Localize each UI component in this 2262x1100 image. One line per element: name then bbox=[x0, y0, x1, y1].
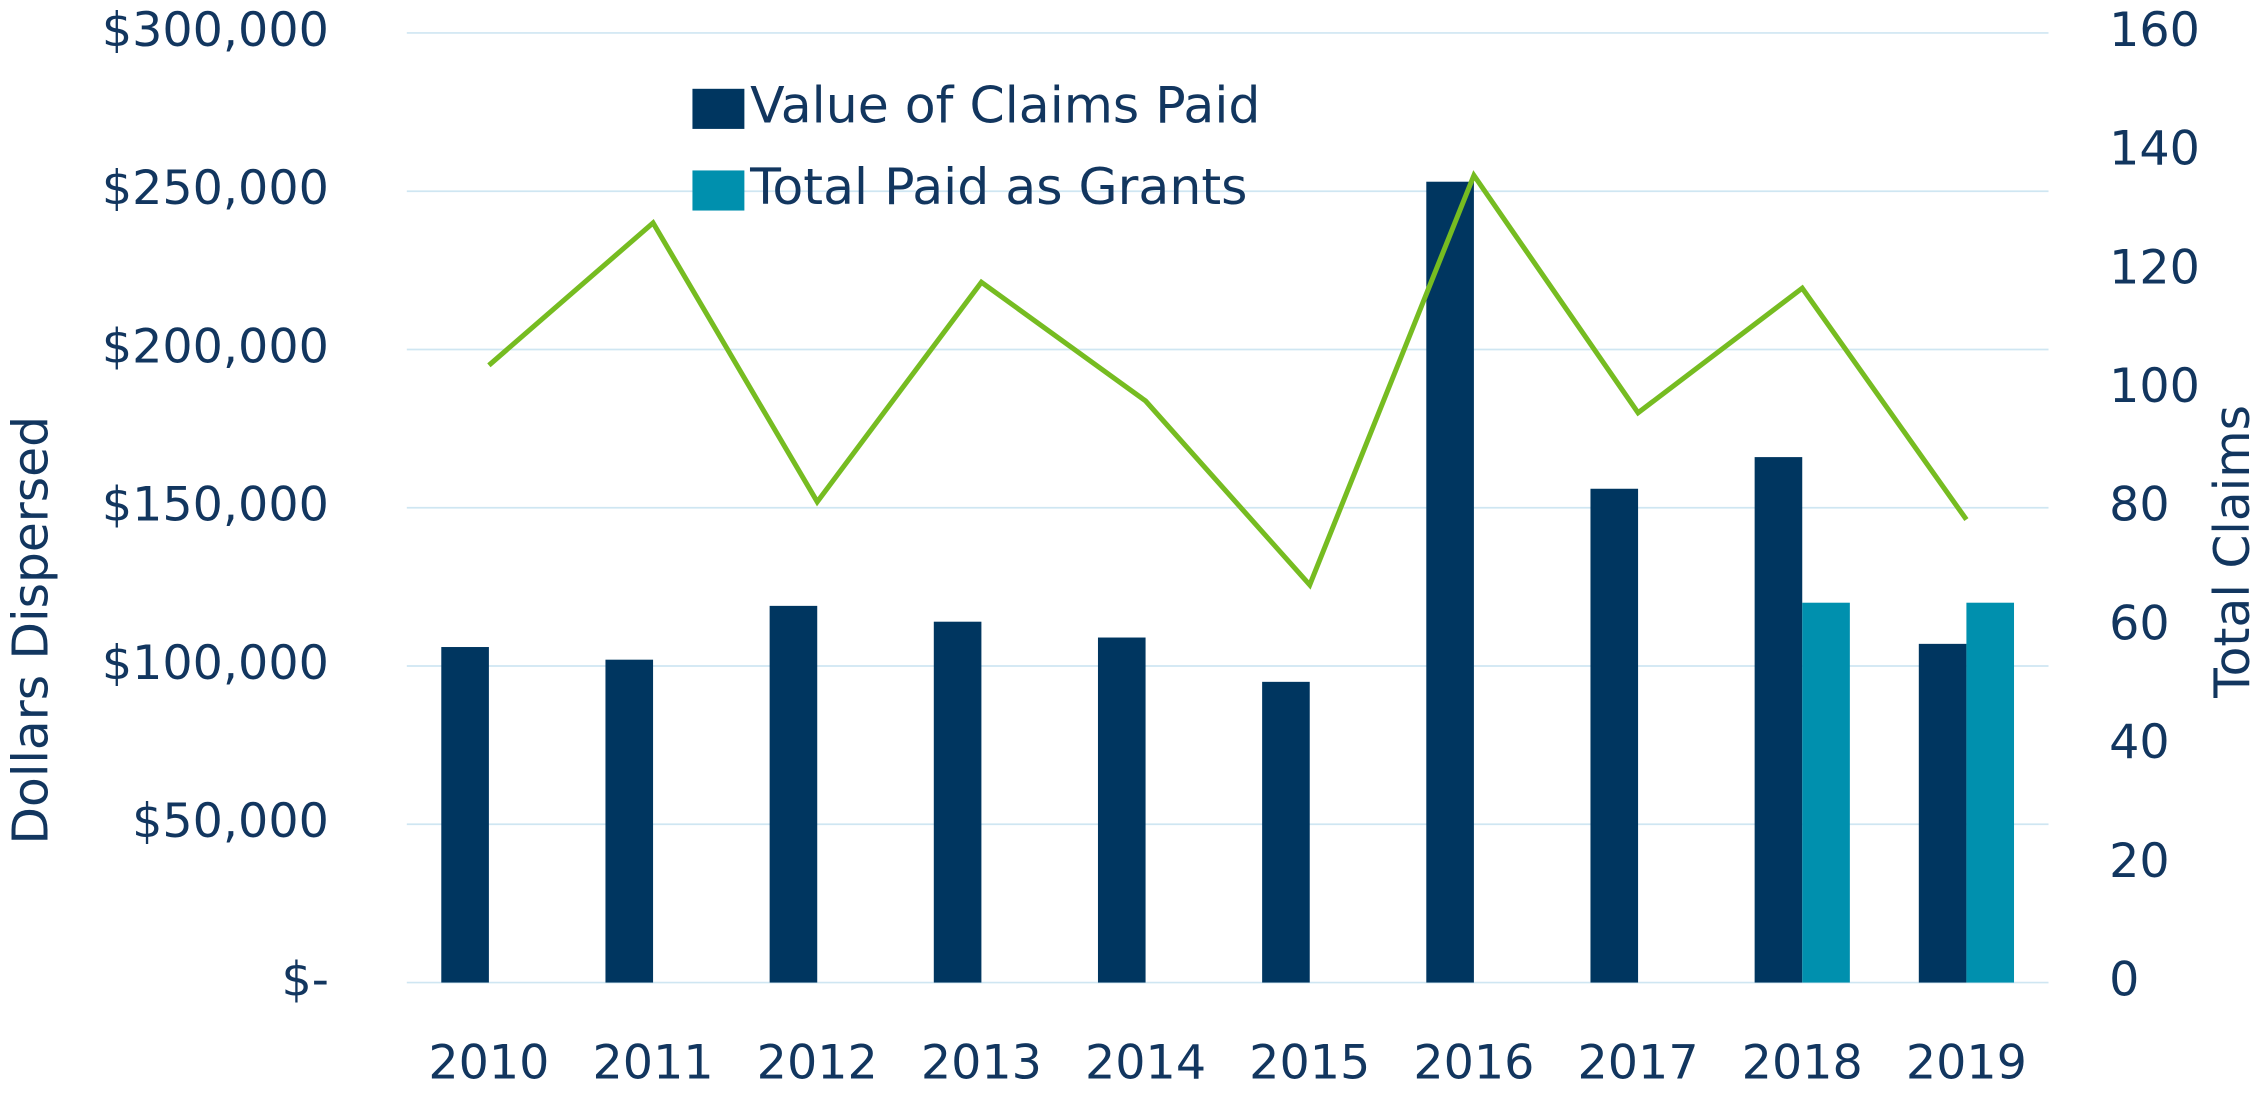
y-tick-label: $50,000 bbox=[132, 794, 329, 849]
y-tick-label: $200,000 bbox=[102, 320, 329, 375]
x-tick-label: 2017 bbox=[1578, 1036, 1699, 1091]
bar bbox=[1802, 602, 1850, 983]
legend-label: Total Paid as Grants bbox=[749, 157, 1247, 216]
y2-axis-title: Total Claims bbox=[2204, 405, 2261, 699]
bar bbox=[769, 605, 818, 983]
bar bbox=[1426, 181, 1474, 983]
y-tick-label: $250,000 bbox=[102, 161, 329, 216]
y2-tick-label: 0 bbox=[2109, 953, 2139, 1008]
bar bbox=[933, 621, 982, 983]
y2-tick-label: 80 bbox=[2109, 478, 2170, 533]
bar bbox=[441, 647, 489, 983]
y2-tick-label: 120 bbox=[2109, 240, 2200, 295]
legend-label: Value of Claims Paid bbox=[750, 75, 1260, 134]
x-tick-label: 2018 bbox=[1742, 1036, 1863, 1091]
x-tick-label: 2010 bbox=[428, 1036, 549, 1091]
y2-tick-label: 100 bbox=[2109, 359, 2200, 414]
bar bbox=[1590, 488, 1639, 983]
x-tick-label: 2015 bbox=[1249, 1036, 1370, 1091]
bar bbox=[605, 659, 654, 983]
y2-tick-label: 140 bbox=[2109, 122, 2200, 177]
legend-swatch bbox=[692, 88, 745, 129]
y2-tick-label: 160 bbox=[2109, 3, 2200, 58]
x-tick-label: 2013 bbox=[921, 1036, 1042, 1091]
legend-swatch bbox=[692, 170, 745, 211]
y-tick-label: $300,000 bbox=[102, 3, 329, 58]
x-tick-label: 2019 bbox=[1906, 1036, 2027, 1091]
x-tick-label: 2016 bbox=[1413, 1036, 1534, 1091]
y2-tick-label: 40 bbox=[2109, 715, 2170, 770]
bar bbox=[1262, 681, 1310, 983]
x-tick-label: 2014 bbox=[1085, 1036, 1206, 1091]
y2-tick-label: 60 bbox=[2109, 597, 2170, 652]
bar bbox=[1966, 602, 2015, 983]
y-tick-label: $150,000 bbox=[102, 478, 329, 533]
y-tick-label: $- bbox=[281, 953, 328, 1008]
bar bbox=[1918, 643, 1967, 983]
bar bbox=[1097, 637, 1146, 983]
y-axis-title: Dollars Dispersed bbox=[3, 416, 60, 844]
y2-tick-label: 20 bbox=[2109, 834, 2170, 889]
line-series bbox=[487, 170, 1969, 590]
x-tick-label: 2012 bbox=[757, 1036, 878, 1091]
bar bbox=[1754, 457, 1803, 983]
y-tick-label: $100,000 bbox=[102, 636, 329, 691]
x-tick-label: 2011 bbox=[593, 1036, 714, 1091]
